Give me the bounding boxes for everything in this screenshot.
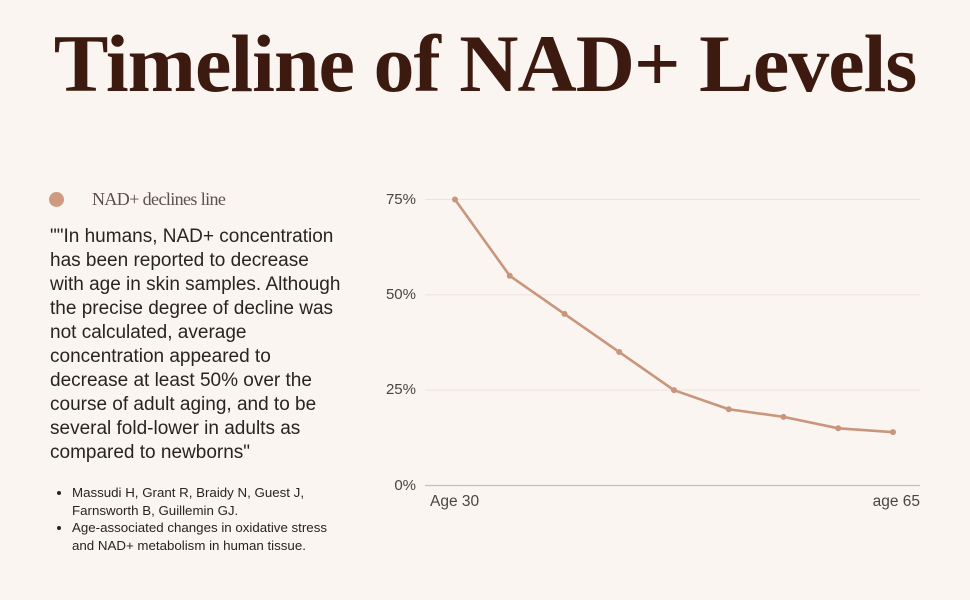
y-tick-label: 0% (394, 476, 416, 494)
quote-line: concentration appeared to (50, 346, 271, 367)
quote-line: course of adult aging, and to be (50, 394, 317, 415)
y-tick-label: 75% (385, 190, 416, 208)
data-point (725, 406, 732, 413)
reference-line: Age-associated changes in oxidative stre… (72, 520, 327, 535)
reference-list: Massudi H, Grant R, Braidy N, Guest J, F… (50, 484, 380, 554)
data-point (452, 196, 458, 203)
data-point (780, 413, 787, 420)
legend-dot-icon (49, 191, 64, 207)
quote-line: several fold-lower in adults as (50, 418, 301, 439)
quote-line: not calculated, average (50, 322, 247, 343)
y-tick-label: 25% (385, 381, 416, 399)
series-line (453, 198, 894, 434)
quote-line: decrease at least 50% over the (50, 370, 312, 391)
quote-line: ""In humans, NAD+ concentration (50, 226, 334, 247)
reference-line: and NAD+ metabolism in human tissue. (72, 537, 306, 553)
quote-line: the precise degree of decline was (50, 298, 334, 319)
quote-paragraph: ""In humans, NAD+ concentration has been… (50, 225, 370, 465)
quote-line: compared to newborns" (50, 442, 251, 463)
data-point (506, 272, 513, 279)
page-title: Timeline of NAD+ Levels (53, 18, 918, 109)
reference-item-authors: Massudi H, Grant R, Braidy N, Guest J, F… (72, 484, 380, 519)
x-tick-label-end: age 65 (872, 492, 920, 510)
y-tick-label: 50% (385, 285, 416, 303)
quote-line: has been reported to decrease (50, 250, 309, 271)
data-point (890, 429, 896, 436)
x-tick-label-start: Age 30 (430, 492, 480, 510)
legend-label: NAD+ declines line (92, 188, 226, 209)
chart-legend: NAD+ declines line (49, 186, 226, 212)
data-point (671, 387, 677, 394)
reference-line: Massudi H, Grant R, Braidy N, Guest J, (72, 485, 305, 500)
reference-item-title: Age-associated changes in oxidative stre… (72, 519, 380, 554)
data-point (616, 349, 623, 356)
reference-line: Farnsworth B, Guillemin GJ. (72, 502, 239, 518)
quote-line: with age in skin samples. Although (50, 274, 341, 295)
data-point (561, 310, 568, 317)
data-point (835, 425, 842, 432)
